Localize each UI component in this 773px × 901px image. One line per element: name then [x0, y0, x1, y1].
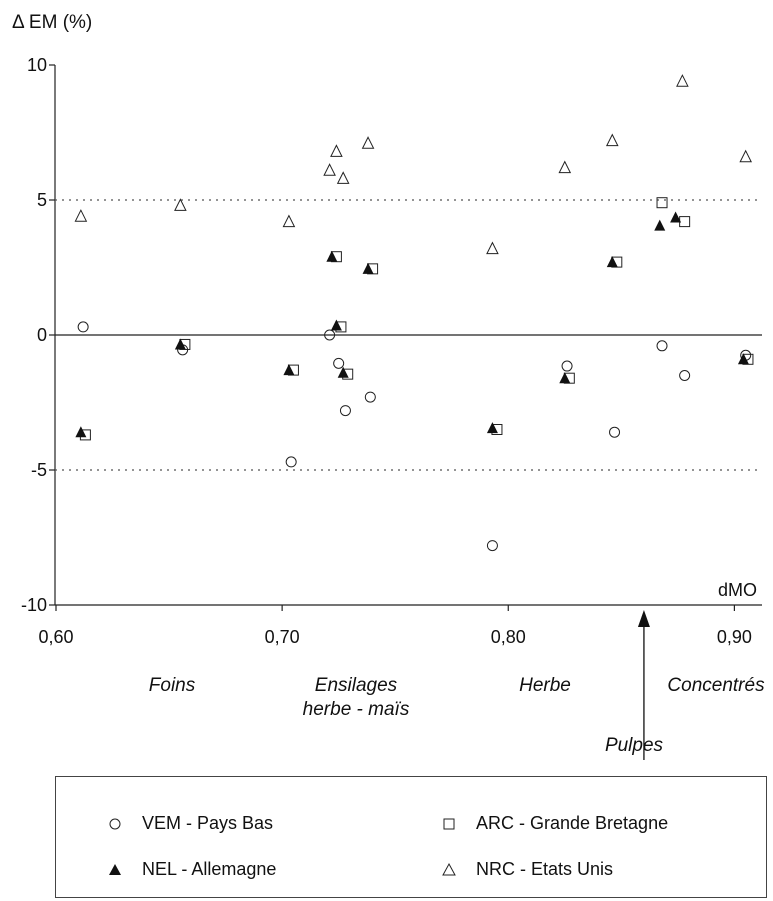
- point-nel: [606, 256, 618, 268]
- point-vem: [324, 329, 336, 341]
- point-nrc: [336, 171, 350, 184]
- point-nrc: [676, 74, 689, 87]
- point-nrc: [174, 198, 187, 211]
- point-vem: [77, 321, 89, 333]
- point-vem: [339, 405, 351, 417]
- point-vem: [656, 340, 668, 352]
- point-nrc: [74, 209, 88, 222]
- legend: VEM - Pays Bas ARC - Grande Bretagne NEL…: [55, 776, 767, 898]
- chart-plot: 10 5 0 -5 -10 0,60 0,70 0,80 0,90 Δ EM (%) dMO: [12, 12, 762, 760]
- category-label-line: Herbe: [519, 675, 571, 696]
- point-nel: [654, 219, 666, 231]
- x-tick-label: 0,90: [717, 627, 752, 647]
- point-vem: [285, 456, 297, 468]
- reference-lines: [55, 199, 762, 471]
- point-nrc: [605, 133, 619, 147]
- y-tick-label: 10: [27, 55, 47, 75]
- y-tick-label: -10: [21, 595, 47, 615]
- category-label-line: Foins: [148, 675, 196, 696]
- y-tick-label: -5: [31, 460, 47, 480]
- pulpes-arrow-head: [637, 610, 650, 627]
- point-nel: [737, 353, 749, 365]
- point-arc: [656, 197, 668, 209]
- filled-triangle-icon: [109, 863, 121, 875]
- point-nel: [330, 319, 342, 331]
- category-label-ensilages: Ensilages herbe - maïs: [303, 674, 410, 722]
- point-vem: [679, 370, 691, 381]
- open-circle-icon: [109, 818, 121, 829]
- category-label-herbe: Herbe: [519, 674, 571, 698]
- category-label-line: Ensilages: [314, 675, 398, 696]
- legend-label-arc: ARC - Grande Bretagne: [476, 813, 669, 833]
- legend-label-nel: NEL - Allemagne: [142, 859, 277, 879]
- point-nrc: [361, 136, 375, 149]
- x-tick-label: 0,70: [265, 627, 300, 647]
- point-arc: [679, 216, 691, 228]
- point-vem: [486, 540, 498, 552]
- point-nel: [486, 422, 498, 434]
- category-label-foins: Foins: [149, 674, 195, 698]
- point-nrc: [323, 163, 336, 176]
- legend-label-nrc: NRC - Etats Unis: [476, 859, 614, 879]
- open-triangle-icon: [442, 862, 456, 875]
- point-vem: [609, 426, 621, 438]
- point-nrc: [486, 241, 499, 255]
- x-axis-label: dMO: [718, 580, 757, 600]
- point-nrc: [282, 214, 296, 228]
- point-nel: [337, 366, 349, 378]
- point-nel: [559, 372, 571, 384]
- category-label-line: Concentrés: [667, 675, 765, 696]
- point-nrc: [330, 144, 343, 157]
- y-ticks: 10 5 0 -5 -10: [21, 55, 55, 615]
- y-axis-label: Δ EM (%): [12, 12, 92, 33]
- y-tick-label: 0: [37, 325, 47, 345]
- open-square-icon: [443, 818, 455, 829]
- point-nel: [670, 211, 682, 223]
- category-label-line: Pulpes: [604, 735, 664, 756]
- pulpes-arrow: [637, 610, 650, 760]
- category-label-pulpes: Pulpes: [605, 734, 663, 758]
- x-ticks: 0,60 0,70 0,80 0,90: [38, 605, 752, 647]
- y-tick-label: 5: [37, 190, 47, 210]
- legend-item-nrc: NRC - Etats Unis: [436, 859, 613, 880]
- point-vem: [364, 391, 376, 403]
- point-vem: [561, 360, 573, 372]
- point-nel: [362, 262, 374, 274]
- point-nel: [174, 338, 186, 350]
- category-label-concentrs: Concentrés: [667, 674, 764, 698]
- legend-label-vem: VEM - Pays Bas: [142, 813, 274, 833]
- data-points: [74, 74, 754, 552]
- point-nel: [326, 250, 338, 262]
- x-tick-label: 0,80: [491, 627, 526, 647]
- legend-item-arc: ARC - Grande Bretagne: [436, 813, 668, 834]
- point-nrc: [739, 149, 753, 163]
- x-tick-label: 0,60: [38, 627, 73, 647]
- legend-item-nel: NEL - Allemagne: [102, 859, 276, 880]
- point-vem: [333, 357, 345, 369]
- legend-item-vem: VEM - Pays Bas: [102, 813, 273, 834]
- point-nrc: [558, 160, 572, 174]
- point-nel: [75, 426, 87, 438]
- point-nel: [283, 364, 295, 376]
- category-label-line: herbe - maïs: [302, 699, 410, 720]
